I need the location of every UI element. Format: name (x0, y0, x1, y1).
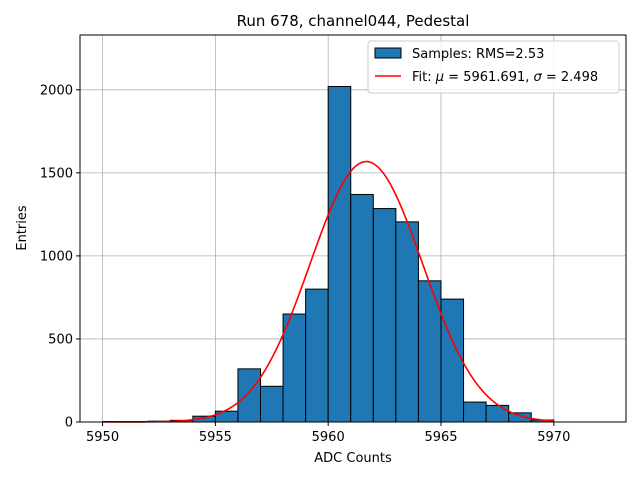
histogram-bar (350, 193, 374, 423)
y-tick-label: 0 (65, 416, 73, 431)
legend-histogram-swatch (374, 47, 402, 59)
y-tick-label: 1000 (40, 249, 73, 264)
histogram-bar (259, 385, 284, 423)
legend-box (367, 40, 620, 94)
y-axis-label: Entries (15, 205, 30, 251)
histogram-bar (395, 221, 419, 423)
x-axis-ticks: 5950 5955 5960 5965 5970 (86, 422, 570, 445)
histogram-bar (327, 85, 352, 423)
histogram-bar (372, 208, 397, 423)
legend-fit-label: Fit: μ = 5961.691, σ = 2.498 (412, 70, 598, 85)
x-tick-label: 5950 (86, 430, 119, 445)
x-tick-label: 5965 (424, 430, 457, 445)
x-tick-label: 5955 (199, 430, 232, 445)
x-tick-label: 5970 (537, 430, 570, 445)
histogram-bar (417, 280, 442, 423)
legend: Samples: RMS=2.53 Fit: μ = 5961.691, σ =… (367, 40, 620, 94)
legend-histogram-label: Samples: RMS=2.53 (412, 47, 544, 62)
histogram-bar (237, 368, 261, 423)
y-axis-ticks: 0 500 1000 1500 2000 (40, 83, 80, 431)
fit-curve (102, 160, 554, 423)
histogram-bar (305, 288, 329, 423)
histogram-bar (485, 404, 510, 423)
histogram-bar (440, 298, 465, 423)
chart-title: Run 678, channel044, Pedestal (237, 12, 470, 30)
histogram-bar (463, 401, 487, 423)
x-tick-label: 5960 (312, 430, 345, 445)
histogram-bar (282, 313, 307, 423)
x-axis-label: ADC Counts (314, 451, 392, 466)
histogram-bars (102, 85, 555, 423)
y-tick-label: 1500 (40, 166, 73, 181)
plot-frame (79, 34, 627, 423)
y-tick-label: 500 (48, 332, 73, 347)
y-tick-label: 2000 (40, 83, 73, 98)
